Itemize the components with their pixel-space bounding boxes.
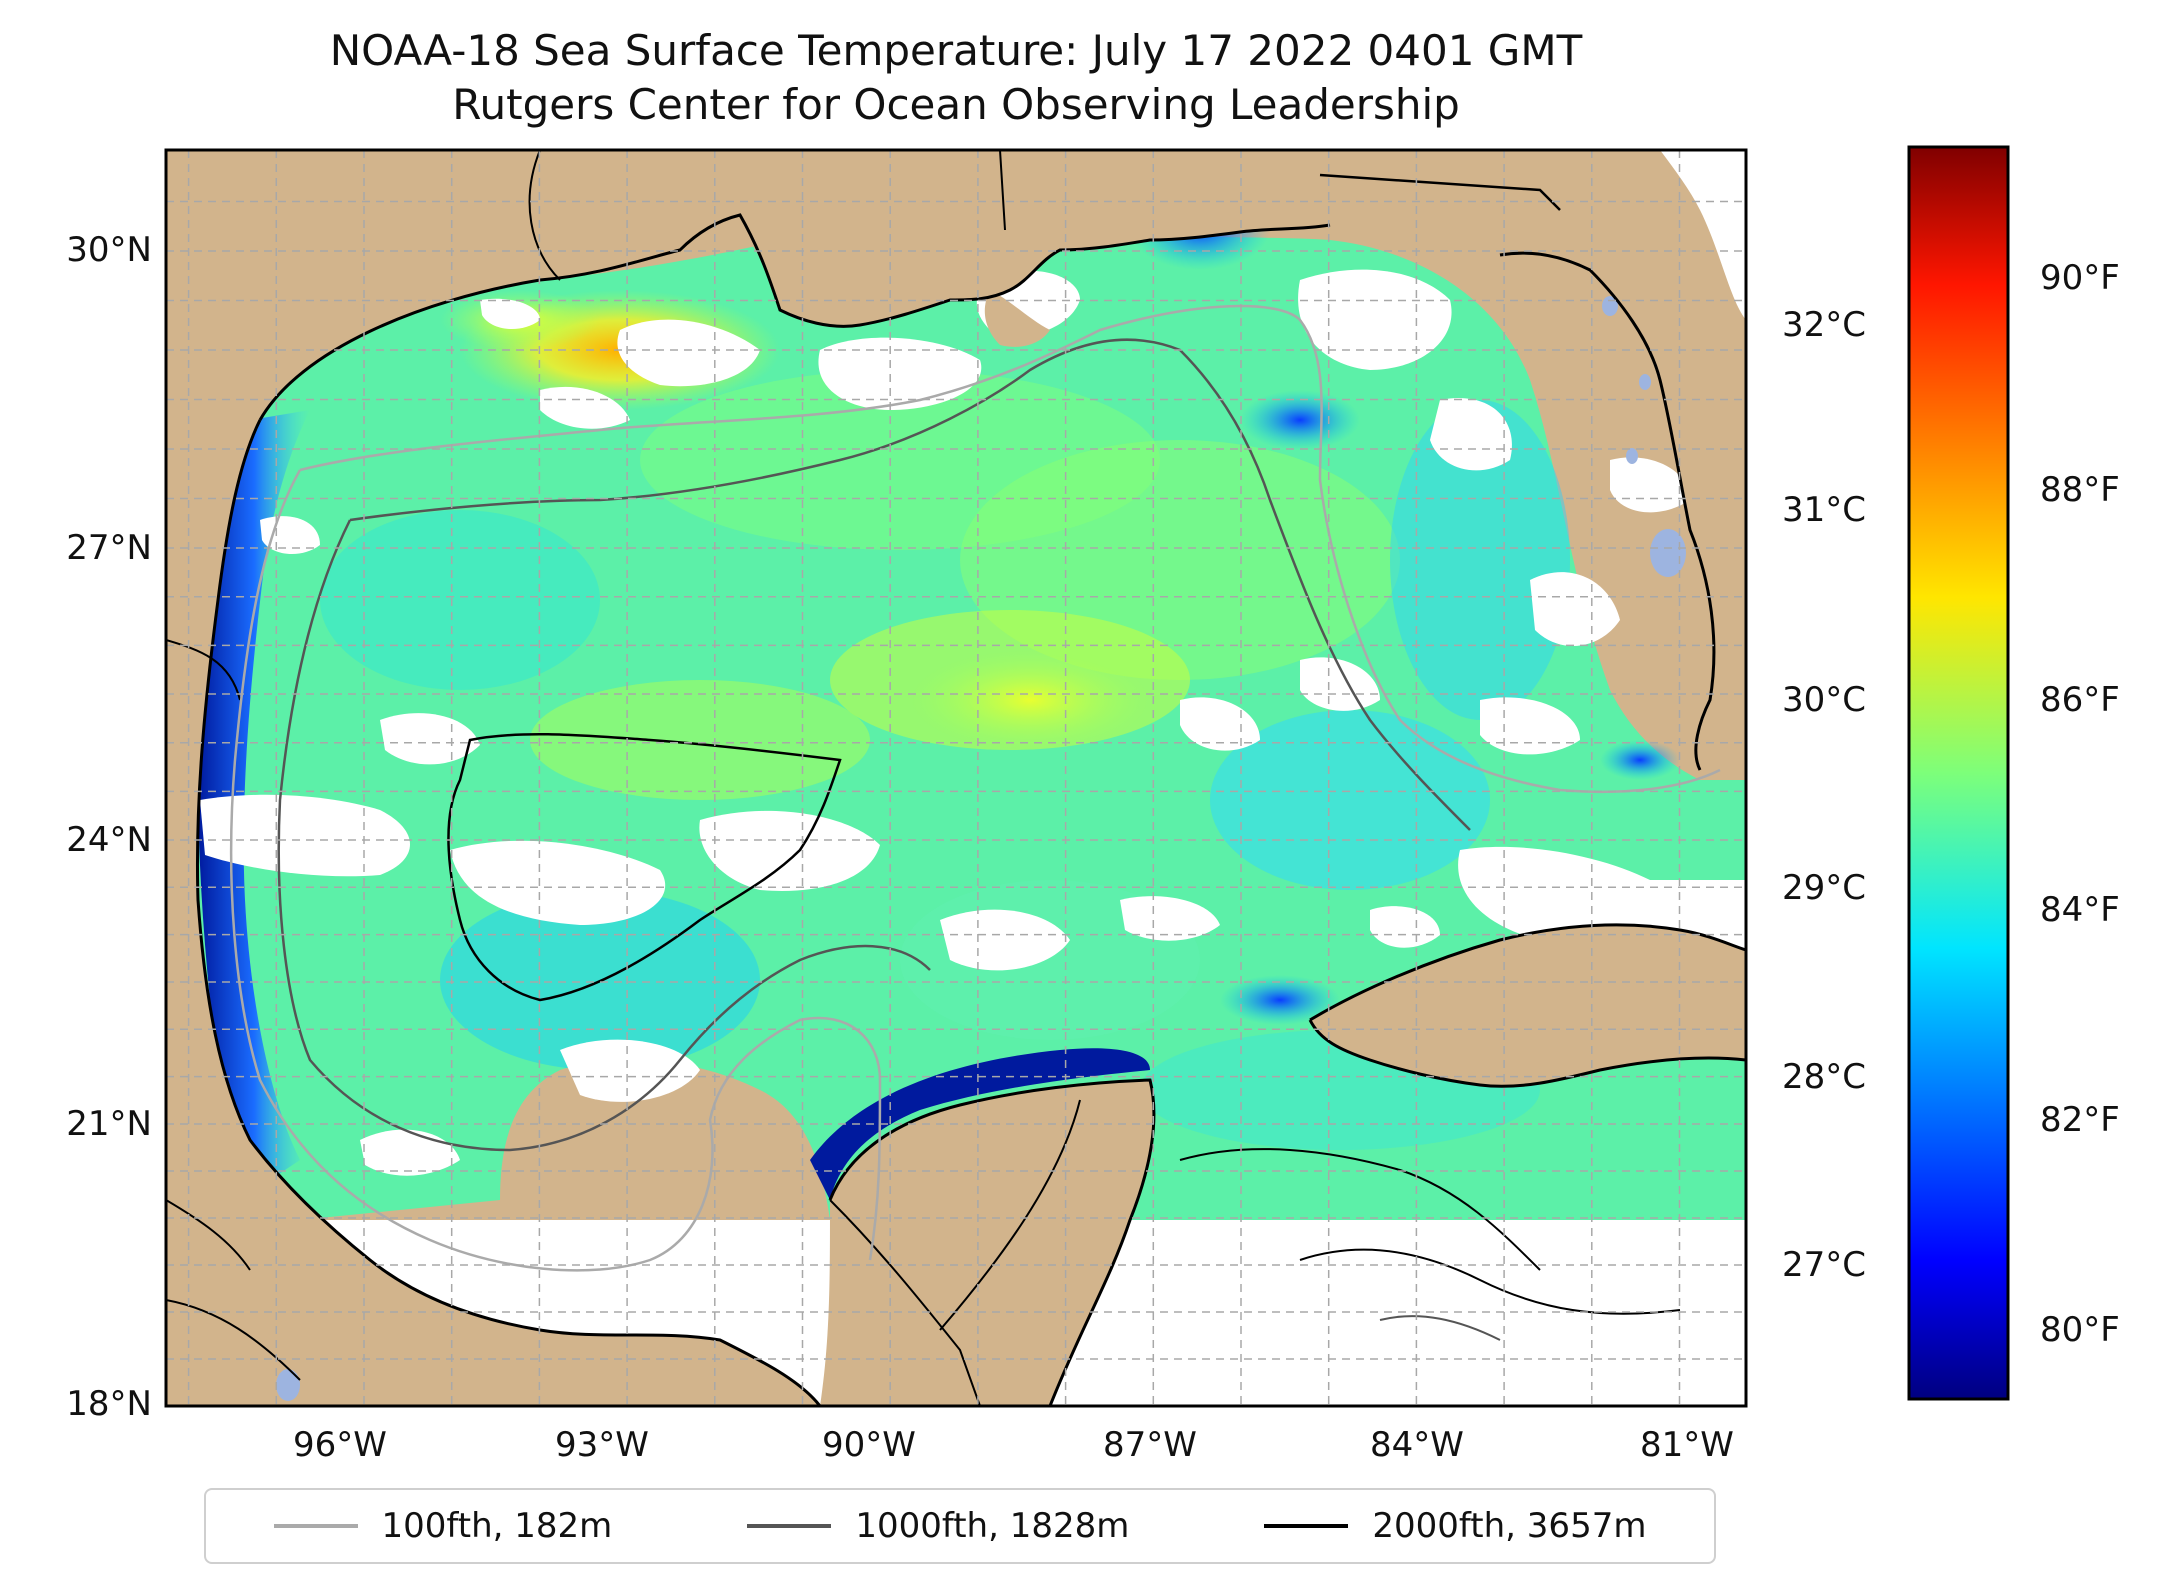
legend-label-1000fth: 1000fth, 1828m — [855, 1506, 1130, 1546]
colorbar — [1907, 145, 2010, 1401]
legend-item-1000fth: 1000fth, 1828m — [747, 1506, 1129, 1546]
graticule — [166, 150, 1746, 1406]
fahrenheit-label-84: 84°F — [2040, 890, 2120, 930]
legend-label-100fth: 100fth, 182m — [381, 1506, 613, 1546]
fahrenheit-label-90: 90°F — [2040, 258, 2120, 298]
lat-label-27n: 27°N — [66, 528, 152, 568]
us-gulf-coast — [740, 150, 1330, 327]
lon-label-81w: 81°W — [1640, 1425, 1734, 1465]
fahrenheit-label-82: 82°F — [2040, 1100, 2120, 1140]
fahrenheit-label-86: 86°F — [2040, 680, 2120, 720]
legend-line-100fth — [273, 1524, 358, 1528]
map-frame — [164, 148, 1748, 1408]
fahrenheit-label-80: 80°F — [2040, 1310, 2120, 1350]
legend-item-2000fth: 2000fth, 3657m — [1264, 1506, 1646, 1546]
celsius-label-29: 29°C — [1782, 868, 1867, 908]
lake-okeechobee — [1650, 529, 1686, 577]
cuba — [1310, 924, 1746, 1087]
yucatan-cold-band — [810, 1048, 1150, 1200]
legend-label-2000fth: 2000fth, 3657m — [1372, 1506, 1647, 1546]
lat-label-24n: 24°N — [66, 820, 152, 860]
lon-label-84w: 84°W — [1370, 1425, 1464, 1465]
cloud-no-data — [200, 269, 1746, 1176]
mexico-mainland — [166, 150, 820, 1406]
fahrenheit-label-88: 88°F — [2040, 470, 2120, 510]
legend-line-1000fth — [747, 1524, 832, 1528]
western-upwelling-band — [198, 410, 310, 1180]
lat-label-30n: 30°N — [66, 230, 152, 270]
lat-label-18n: 18°N — [66, 1384, 152, 1424]
lon-label-96w: 96°W — [293, 1425, 387, 1465]
map-title: NOAA-18 Sea Surface Temperature: July 17… — [329, 26, 1583, 75]
celsius-label-30: 30°C — [1782, 680, 1867, 720]
florida-peninsula — [1330, 150, 1746, 770]
legend-line-2000fth — [1264, 1524, 1349, 1528]
lat-label-21n: 21°N — [66, 1104, 152, 1144]
celsius-label-28: 28°C — [1782, 1057, 1867, 1097]
lon-label-87w: 87°W — [1103, 1425, 1197, 1465]
lon-label-93w: 93°W — [555, 1425, 649, 1465]
celsius-label-31: 31°C — [1782, 490, 1867, 530]
yucatan-peninsula — [820, 1080, 1154, 1406]
bathymetry-contours — [229, 304, 1721, 1341]
map-subtitle: Rutgers Center for Ocean Observing Leade… — [452, 80, 1460, 129]
contour-legend: 100fth, 182m 1000fth, 1828m 2000fth, 365… — [204, 1488, 1716, 1564]
celsius-label-32: 32°C — [1782, 305, 1867, 345]
lon-label-90w: 90°W — [822, 1425, 916, 1465]
legend-item-100fth: 100fth, 182m — [273, 1506, 613, 1546]
celsius-label-27: 27°C — [1782, 1245, 1867, 1285]
